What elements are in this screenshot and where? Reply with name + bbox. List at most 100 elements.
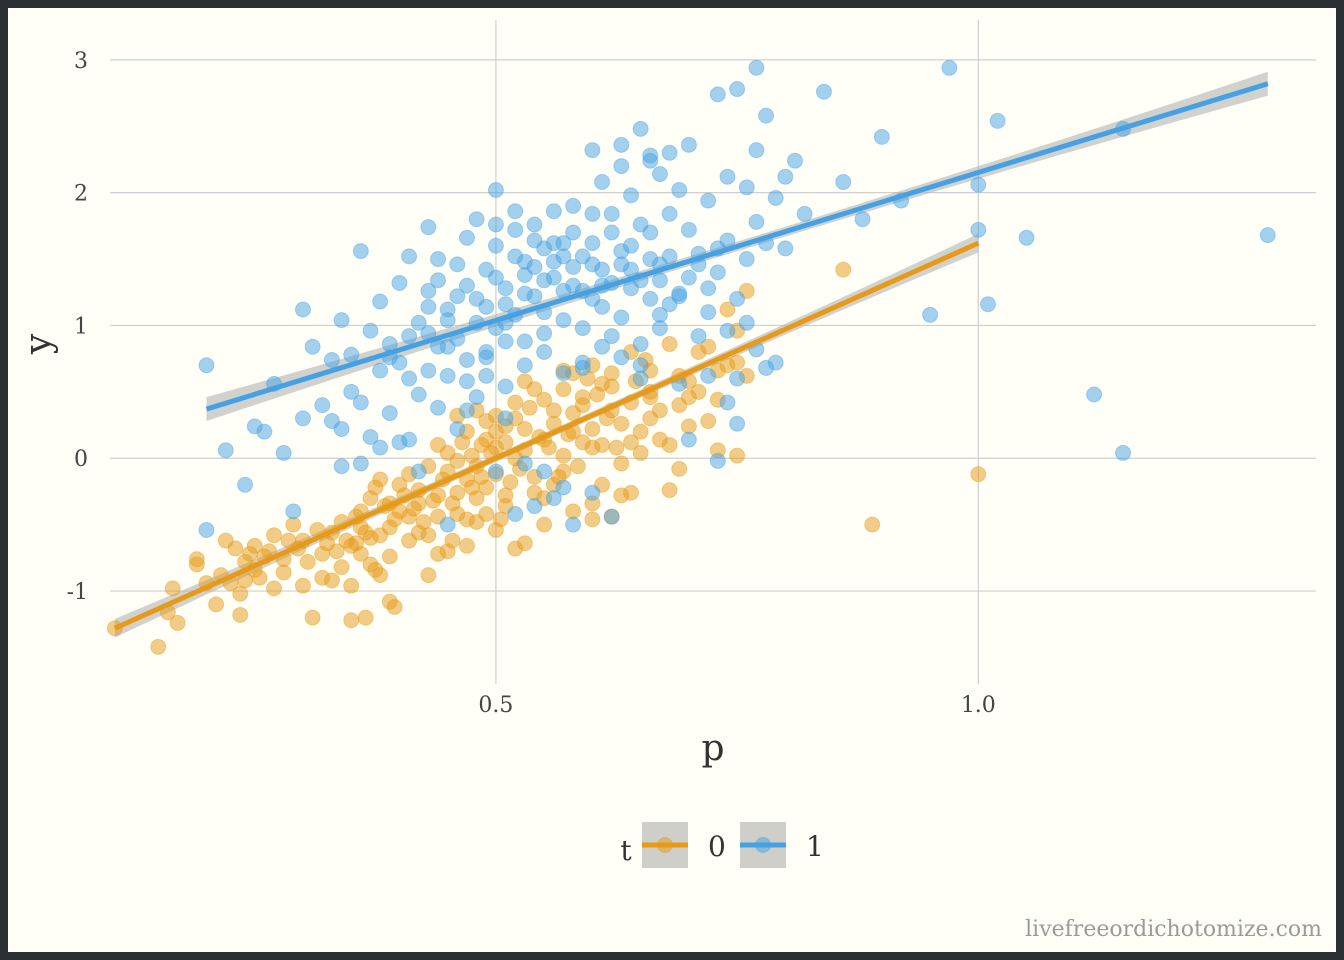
point-series-1: [536, 344, 553, 360]
point-series-0: [473, 468, 490, 485]
point-series-1: [536, 272, 553, 289]
point-series-1: [449, 421, 466, 438]
point-series-1: [458, 351, 475, 368]
point-series-1: [516, 357, 533, 374]
point-series-1: [748, 213, 765, 230]
point-series-1: [680, 431, 697, 448]
point-series-1: [671, 181, 688, 198]
point-series-0: [439, 444, 456, 461]
point-series-0: [622, 484, 639, 501]
point-series-1: [478, 298, 495, 315]
point-series-1: [487, 463, 504, 480]
point-series-1: [536, 463, 553, 480]
point-series-1: [468, 389, 485, 406]
point-series-1: [507, 221, 524, 238]
point-series-1: [796, 205, 813, 222]
point-series-1: [343, 383, 360, 400]
point-series-1: [719, 322, 736, 339]
point-series-0: [555, 381, 572, 398]
point-series-1: [565, 197, 582, 214]
point-series-1: [430, 272, 447, 289]
point-series-0: [188, 556, 205, 573]
point-series-1: [729, 81, 746, 98]
point-series-1: [420, 282, 437, 299]
point-series-0: [835, 261, 852, 278]
point-series-1: [729, 415, 746, 432]
point-series-1: [275, 444, 292, 461]
point-series-0: [545, 402, 562, 419]
point-series-1: [410, 314, 427, 331]
point-series-0: [266, 527, 283, 544]
point-series-1: [333, 458, 350, 475]
point-series-1: [468, 211, 485, 228]
point-series-0: [381, 548, 398, 565]
legend-entry-0: 0: [642, 822, 726, 868]
point-series-0: [454, 434, 471, 451]
point-series-1: [661, 296, 678, 313]
point-series-1: [835, 174, 852, 191]
point-series-1: [497, 378, 514, 395]
point-series-1: [449, 288, 466, 305]
point-series-1: [565, 259, 582, 276]
point-series-1: [545, 235, 562, 252]
point-series-1: [1086, 386, 1103, 403]
legend: t 0 1: [620, 822, 824, 868]
point-series-1: [487, 269, 504, 286]
chart-frame: -1 0 1 2 3 0.5 1.0 p y t 0 1 livefreeordichotomi…: [8, 8, 1336, 952]
point-series-1: [738, 179, 755, 196]
point-series-1: [333, 421, 350, 438]
y-tick-label: -1: [67, 580, 88, 605]
point-series-1: [294, 301, 311, 318]
point-series-0: [343, 612, 360, 629]
point-series-1: [979, 296, 996, 313]
point-series-0: [323, 572, 340, 589]
point-series-1: [603, 205, 620, 222]
point-series-1: [584, 484, 601, 501]
point-series-1: [458, 229, 475, 246]
point-series-0: [357, 609, 374, 626]
point-series-1: [497, 296, 514, 313]
point-series-1: [565, 516, 582, 533]
point-series-1: [584, 205, 601, 222]
point-series-0: [463, 479, 480, 496]
point-series-0: [661, 336, 678, 353]
point-series-0: [584, 511, 601, 528]
legend-entry-1: 1: [740, 822, 824, 868]
point-series-1: [410, 463, 427, 480]
point-series-1: [709, 86, 726, 103]
point-series-1: [237, 476, 254, 493]
point-series-0: [251, 569, 268, 586]
point-series-1: [401, 328, 418, 345]
point-series-1: [584, 256, 601, 273]
point-series-1: [941, 59, 958, 76]
point-series-1: [545, 490, 562, 507]
point-series-1: [729, 290, 746, 307]
point-series-0: [594, 375, 611, 392]
point-series-1: [420, 362, 437, 379]
point-series-1: [594, 298, 611, 315]
point-series-0: [150, 638, 167, 655]
point-series-1: [478, 367, 495, 384]
point-series-1: [497, 410, 514, 427]
point-series-1: [391, 274, 408, 291]
point-series-1: [671, 285, 688, 302]
point-series-0: [584, 439, 601, 456]
point-series-1: [430, 399, 447, 416]
point-series-0: [502, 474, 519, 491]
point-series-1: [526, 216, 543, 233]
point-series-1: [401, 370, 418, 387]
point-series-0: [405, 500, 422, 517]
point-series-1: [439, 338, 456, 355]
point-series-1: [680, 221, 697, 238]
point-series-1: [854, 211, 871, 228]
point-series-1: [700, 304, 717, 321]
point-series-0: [536, 516, 553, 533]
point-series-1: [603, 224, 620, 241]
fit-line-series-0: [113, 240, 980, 631]
point-series-1: [352, 243, 369, 260]
point-series-1: [526, 498, 543, 515]
point-series-0: [516, 373, 533, 390]
point-series-0: [348, 535, 365, 552]
point-series-0: [333, 559, 350, 576]
point-series-1: [439, 312, 456, 329]
